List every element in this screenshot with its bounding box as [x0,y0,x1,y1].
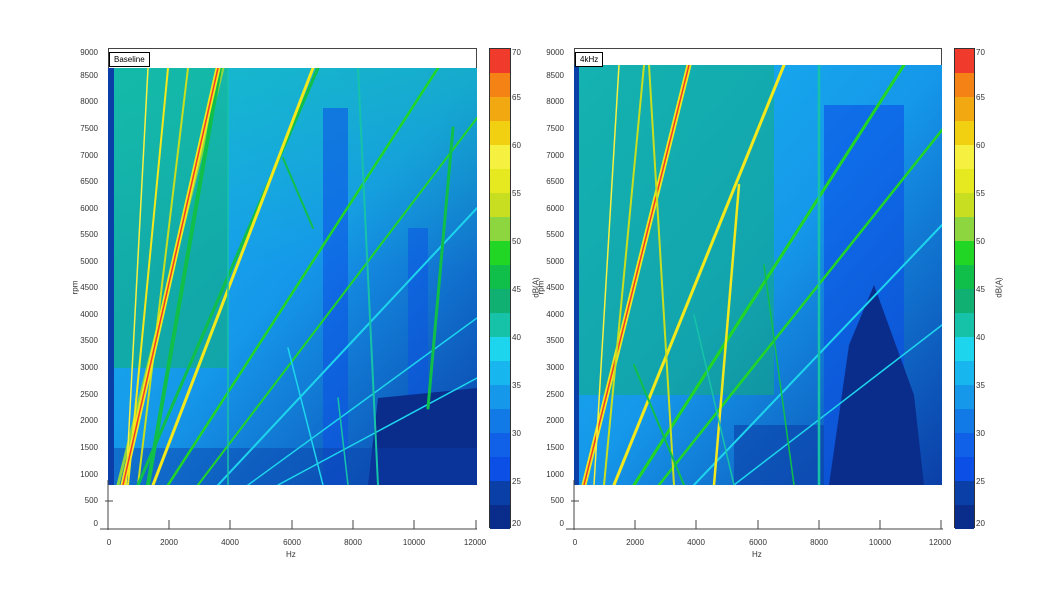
colorbar-label: dB(A) [994,277,1004,298]
colorbar [489,48,511,529]
spectrogram-baseline [108,68,477,485]
x-axis-line [100,480,477,530]
x-axis-line [566,480,943,530]
colorbar [954,48,975,529]
plot-title-label: Baseline [109,52,150,67]
y-axis-label: rpm [536,280,546,295]
spectrogram-4khz [574,65,942,485]
plot-title-label: 4kHz [575,52,604,67]
x-axis-label: Hz [752,550,762,559]
x-axis-label: Hz [286,550,296,559]
y-axis-label: rpm [70,280,80,295]
